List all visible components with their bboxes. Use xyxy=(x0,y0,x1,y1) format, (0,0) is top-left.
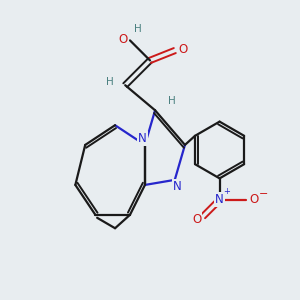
Text: H: H xyxy=(168,96,176,106)
Text: O: O xyxy=(119,33,128,46)
Text: O: O xyxy=(249,194,259,206)
Text: N: N xyxy=(138,132,147,145)
Text: −: − xyxy=(259,190,268,200)
Text: +: + xyxy=(223,187,230,196)
Text: H: H xyxy=(134,24,141,34)
Text: O: O xyxy=(192,213,201,226)
Text: N: N xyxy=(215,194,224,206)
Text: N: N xyxy=(173,180,182,193)
Text: H: H xyxy=(106,77,114,87)
Text: O: O xyxy=(178,43,188,56)
